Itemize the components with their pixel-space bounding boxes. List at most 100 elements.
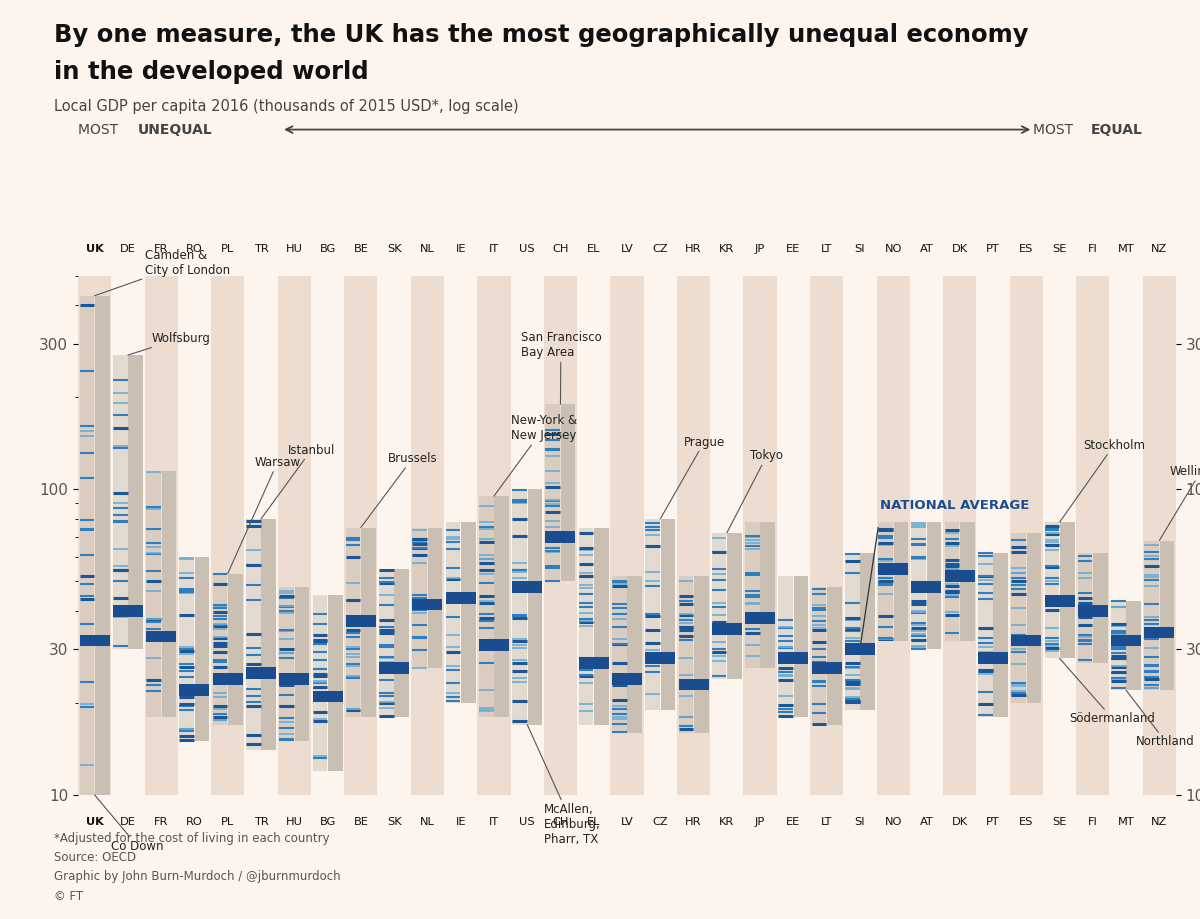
Bar <box>810 276 844 795</box>
Text: LV: LV <box>620 817 634 827</box>
Text: NO: NO <box>884 244 902 254</box>
Text: DE: DE <box>120 244 136 254</box>
Bar <box>1009 276 1043 795</box>
Text: MT: MT <box>1117 244 1134 254</box>
Bar <box>776 276 810 795</box>
Text: FR: FR <box>154 244 168 254</box>
Bar <box>311 276 344 795</box>
Text: FI: FI <box>1088 244 1098 254</box>
Text: HR: HR <box>685 244 702 254</box>
Text: Södermanland: Södermanland <box>1060 658 1156 725</box>
Text: BG: BG <box>319 817 336 827</box>
Text: RO: RO <box>186 244 203 254</box>
Bar <box>1043 276 1076 795</box>
Text: JP: JP <box>755 817 766 827</box>
Bar <box>410 276 444 795</box>
Text: IT: IT <box>488 817 499 827</box>
Bar <box>943 276 977 795</box>
Text: SE: SE <box>1052 817 1067 827</box>
Text: SI: SI <box>854 817 865 827</box>
Bar <box>478 276 510 795</box>
Text: IE: IE <box>455 817 466 827</box>
Bar <box>910 276 943 795</box>
Text: EL: EL <box>587 817 600 827</box>
Text: CZ: CZ <box>653 817 668 827</box>
Text: Wellington: Wellington <box>1159 465 1200 540</box>
Text: HU: HU <box>286 244 302 254</box>
Text: CZ: CZ <box>653 244 668 254</box>
Text: Istanbul: Istanbul <box>262 444 335 519</box>
Text: By one measure, the UK has the most geographically unequal economy: By one measure, the UK has the most geog… <box>54 23 1028 47</box>
Text: IT: IT <box>488 244 499 254</box>
Text: BG: BG <box>319 244 336 254</box>
Text: HR: HR <box>685 817 702 827</box>
Text: TR: TR <box>253 817 269 827</box>
Bar <box>112 276 144 795</box>
Text: Prague: Prague <box>660 436 725 519</box>
Text: McAllen,
Edinburg,
Pharr, TX: McAllen, Edinburg, Pharr, TX <box>527 724 600 845</box>
Bar <box>1110 276 1142 795</box>
Bar <box>211 276 245 795</box>
Text: SK: SK <box>386 244 402 254</box>
Text: San Francisco
Bay Area: San Francisco Bay Area <box>521 332 601 404</box>
Text: New-York &
New Jersey: New-York & New Jersey <box>494 414 577 496</box>
Text: NATIONAL AVERAGE: NATIONAL AVERAGE <box>880 499 1030 513</box>
Text: KR: KR <box>719 244 734 254</box>
Text: UK: UK <box>85 817 103 827</box>
Text: MOST: MOST <box>1033 122 1078 137</box>
Text: CH: CH <box>552 244 569 254</box>
Text: LV: LV <box>620 244 634 254</box>
Bar <box>710 276 744 795</box>
Text: RO: RO <box>186 817 203 827</box>
Text: SE: SE <box>1052 244 1067 254</box>
Text: EQUAL: EQUAL <box>1091 122 1142 137</box>
Bar <box>444 276 478 795</box>
Bar <box>577 276 611 795</box>
Bar <box>544 276 577 795</box>
Text: IE: IE <box>455 244 466 254</box>
Text: SI: SI <box>854 244 865 254</box>
Text: MOST: MOST <box>78 122 122 137</box>
Bar <box>378 276 410 795</box>
Text: AT: AT <box>919 244 934 254</box>
Text: LT: LT <box>821 817 833 827</box>
Text: UK: UK <box>85 244 103 254</box>
Text: CH: CH <box>552 817 569 827</box>
Bar <box>643 276 677 795</box>
Text: *Adjusted for the cost of living in each country: *Adjusted for the cost of living in each… <box>54 832 330 845</box>
Text: BE: BE <box>353 244 368 254</box>
Text: KR: KR <box>719 817 734 827</box>
Bar <box>277 276 311 795</box>
Bar <box>144 276 178 795</box>
Text: PT: PT <box>986 817 1000 827</box>
Text: Brussels: Brussels <box>361 452 437 528</box>
Text: in the developed world: in the developed world <box>54 60 368 84</box>
Text: EE: EE <box>786 244 800 254</box>
Text: NZ: NZ <box>1151 244 1168 254</box>
Text: Wolfsburg: Wolfsburg <box>128 332 210 355</box>
Text: © FT: © FT <box>54 890 83 902</box>
Text: PL: PL <box>221 817 234 827</box>
Text: DK: DK <box>952 244 967 254</box>
Text: SK: SK <box>386 817 402 827</box>
Text: PT: PT <box>986 244 1000 254</box>
Text: Northland: Northland <box>1126 690 1195 748</box>
Bar <box>1142 276 1176 795</box>
Bar <box>1076 276 1110 795</box>
Text: UNEQUAL: UNEQUAL <box>137 122 212 137</box>
Text: BE: BE <box>353 817 368 827</box>
Bar <box>876 276 910 795</box>
Text: ES: ES <box>1019 244 1033 254</box>
Bar <box>178 276 211 795</box>
Text: FR: FR <box>154 817 168 827</box>
Text: EE: EE <box>786 817 800 827</box>
Text: Camden &
City of London: Camden & City of London <box>95 249 229 296</box>
Text: DE: DE <box>120 817 136 827</box>
Bar <box>677 276 710 795</box>
Text: EL: EL <box>587 244 600 254</box>
Text: Co Down: Co Down <box>95 795 163 853</box>
Text: LT: LT <box>821 244 833 254</box>
Text: ES: ES <box>1019 817 1033 827</box>
Bar <box>344 276 378 795</box>
Text: NL: NL <box>420 817 434 827</box>
